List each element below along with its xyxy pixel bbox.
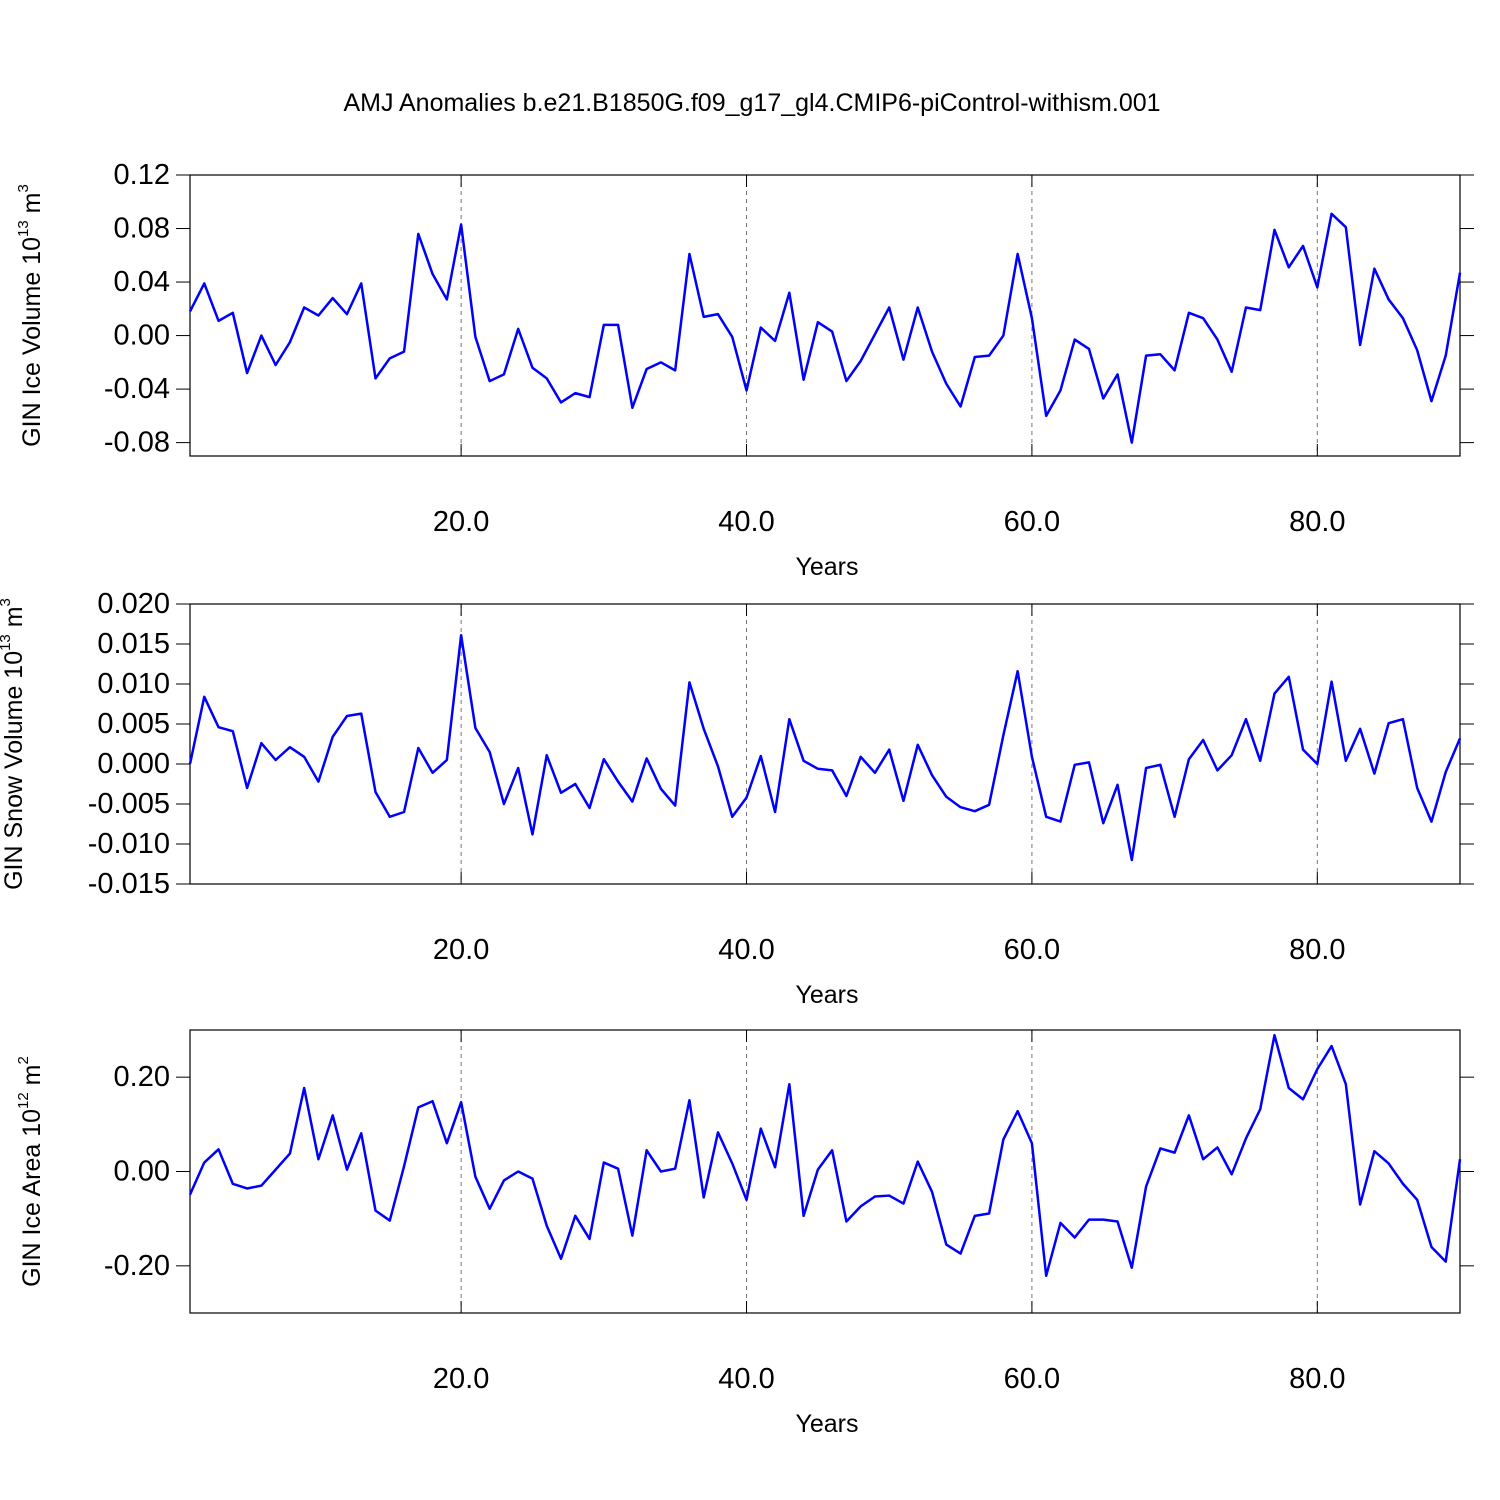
y-axis-title-part: GIN Snow Volume 10 bbox=[0, 651, 28, 890]
y-axis-title: GIN Ice Area 1012 m2 bbox=[15, 1056, 46, 1287]
panel: 20.0 40.0 60.0 80.0 -0.08 -0.04 0.00 0.04 0.08 0.… bbox=[15, 159, 1474, 581]
y-axis-title-part: GIN Ice Volume 10 bbox=[18, 237, 46, 447]
y-axis-title-exponent: 12 bbox=[15, 1092, 32, 1109]
y-axis-title-exponent: 2 bbox=[15, 1056, 32, 1064]
x-axis-title: Years bbox=[795, 553, 858, 581]
x-tick-label: 60.0 bbox=[1004, 1363, 1060, 1395]
y-axis-title-exponent: 3 bbox=[0, 598, 14, 606]
x-axis-title: Years bbox=[795, 981, 858, 1009]
y-tick-label: -0.08 bbox=[104, 427, 170, 459]
panel: 20.0 40.0 60.0 80.0 -0.015 -0.010 -0.005 0.000 0… bbox=[0, 588, 1474, 1009]
figure-title: AMJ Anomalies b.e21.B1850G.f09_g17_gl4.C… bbox=[343, 89, 1160, 117]
y-tick-label: 0.005 bbox=[97, 708, 170, 740]
y-tick-label: 0.08 bbox=[114, 213, 170, 245]
y-tick-label: 0.000 bbox=[97, 748, 170, 780]
y-tick-label: 0.04 bbox=[114, 266, 170, 298]
y-tick-label: 0.00 bbox=[114, 320, 170, 352]
x-tick-label: 20.0 bbox=[433, 1363, 489, 1395]
data-line bbox=[188, 1033, 1462, 1277]
y-tick-label: -0.010 bbox=[88, 828, 170, 860]
x-tick-label: 60.0 bbox=[1004, 934, 1060, 966]
y-tick-label: 0.010 bbox=[97, 668, 170, 700]
x-tick-label: 40.0 bbox=[718, 506, 774, 538]
y-axis-title-exponent: 3 bbox=[15, 184, 32, 192]
y-axis-title-part: m bbox=[18, 193, 46, 221]
x-tick-label: 40.0 bbox=[718, 934, 774, 966]
y-tick-label: 0.12 bbox=[114, 159, 170, 191]
y-tick-label: -0.20 bbox=[104, 1250, 170, 1282]
x-tick-label: 80.0 bbox=[1289, 934, 1345, 966]
x-tick-label: 80.0 bbox=[1289, 506, 1345, 538]
y-axis-title-exponent: 13 bbox=[15, 220, 32, 237]
x-tick-label: 20.0 bbox=[433, 934, 489, 966]
y-axis-title-part: m bbox=[18, 1065, 46, 1093]
y-axis-title-part: GIN Ice Area 10 bbox=[18, 1109, 46, 1287]
x-axis-title: Years bbox=[795, 1410, 858, 1438]
y-tick-label: -0.015 bbox=[88, 868, 170, 900]
y-tick-label: -0.04 bbox=[104, 373, 170, 405]
data-line bbox=[188, 633, 1462, 862]
y-tick-label: 0.020 bbox=[97, 588, 170, 620]
y-tick-label: 0.20 bbox=[114, 1061, 170, 1093]
y-tick-label: -0.005 bbox=[88, 788, 170, 820]
plot-frame bbox=[189, 174, 1461, 457]
y-axis-title-exponent: 13 bbox=[0, 634, 14, 651]
x-tick-label: 60.0 bbox=[1004, 506, 1060, 538]
y-axis-title: GIN Ice Volume 1013 m3 bbox=[15, 184, 46, 447]
plot-frame bbox=[189, 1029, 1461, 1314]
x-tick-label: 40.0 bbox=[718, 1363, 774, 1395]
panel: 20.0 40.0 60.0 80.0 -0.20 0.00 0.20 Years GIN Ic… bbox=[15, 1029, 1474, 1438]
y-tick-label: 0.00 bbox=[114, 1156, 170, 1188]
y-tick-label: 0.015 bbox=[97, 628, 170, 660]
plot-frame bbox=[189, 603, 1461, 885]
y-axis-title: GIN Snow Volume 1013 m3 bbox=[0, 598, 28, 890]
x-tick-label: 80.0 bbox=[1289, 1363, 1345, 1395]
y-axis-title-part: m bbox=[0, 606, 28, 634]
x-tick-label: 20.0 bbox=[433, 506, 489, 538]
data-line bbox=[188, 212, 1462, 444]
